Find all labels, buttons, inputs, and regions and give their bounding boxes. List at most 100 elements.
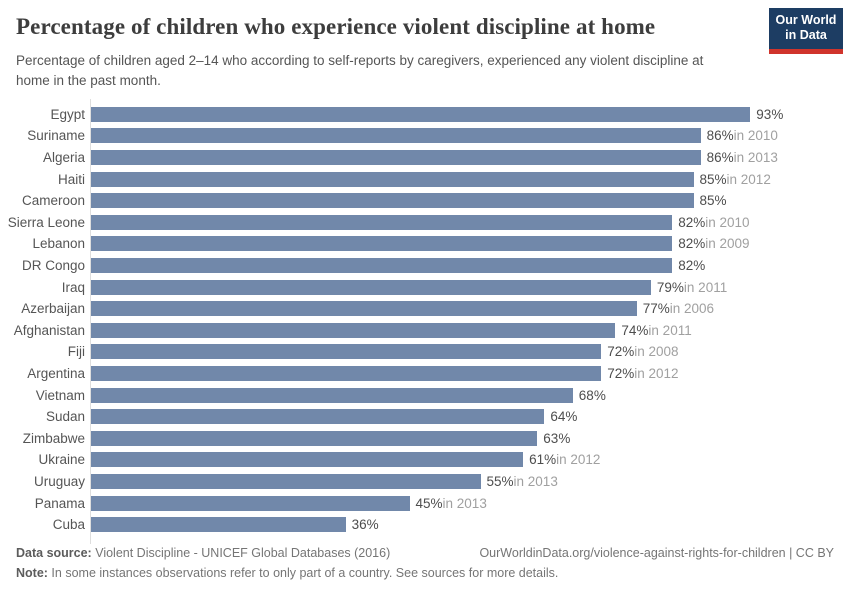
value-label: 55% — [486, 473, 514, 489]
chart-row: Vietnam 68% — [0, 384, 850, 406]
footnote-label: Note: — [16, 566, 48, 581]
owid-logo[interactable]: Our World in Data — [769, 8, 843, 54]
value-label: 45% — [415, 495, 443, 511]
chart-row: Iraq 79% in 2011 — [0, 276, 850, 298]
bar[interactable] — [90, 301, 637, 317]
bar-track: 72% in 2012 — [90, 365, 800, 381]
country-label: Suriname — [27, 128, 85, 144]
chart-row: Azerbaijan 77% in 2006 — [0, 298, 850, 320]
bar[interactable] — [90, 344, 602, 360]
year-note: in 2009 — [705, 236, 750, 252]
value-label: 36% — [351, 517, 379, 533]
value-label: 85% — [699, 193, 727, 209]
value-label: 61% — [529, 452, 557, 468]
bar[interactable] — [90, 279, 651, 295]
value-label: 86% — [706, 150, 734, 166]
country-label: Haiti — [57, 171, 85, 187]
bar-track: 85% — [90, 193, 800, 209]
year-note: in 2010 — [705, 214, 750, 230]
owid-url-link[interactable]: OurWorldinData.org/violence-against-righ… — [479, 546, 834, 561]
country-label: Azerbaijan — [21, 301, 85, 317]
bar-track: 77% in 2006 — [90, 301, 800, 317]
bar[interactable] — [90, 258, 673, 274]
bar-track: 79% in 2011 — [90, 279, 800, 295]
data-source-text: Violent Discipline - UNICEF Global Datab… — [91, 546, 391, 561]
bar[interactable] — [90, 236, 673, 252]
value-label: 63% — [543, 430, 571, 446]
bar[interactable] — [90, 430, 538, 446]
value-label: 85% — [699, 171, 727, 187]
bar-track: 61% in 2012 — [90, 452, 800, 468]
year-note: in 2013 — [733, 150, 778, 166]
bar-track: 63% — [90, 430, 800, 446]
chart-row: DR Congo 82% — [0, 255, 850, 277]
year-note: in 2006 — [669, 301, 715, 317]
chart-title: Percentage of children who experience vi… — [16, 14, 656, 39]
bar[interactable] — [90, 495, 410, 511]
country-label: Ukraine — [38, 452, 85, 468]
owid-logo-line1: Our World — [775, 13, 837, 27]
value-label: 93% — [756, 106, 784, 122]
owid-logo-line2: in Data — [785, 28, 827, 43]
year-note: in 2011 — [683, 279, 728, 295]
year-note: in 2010 — [733, 128, 778, 144]
bar-chart: Egypt 93% Suriname 86% in 2010 Algeria 8… — [0, 98, 850, 545]
data-source: Data source: Violent Discipline - UNICEF… — [16, 546, 390, 560]
year-note: in 2012 — [634, 365, 679, 381]
country-label: Cameroon — [21, 193, 85, 209]
bar-track: 72% in 2008 — [90, 344, 800, 360]
value-label: 72% — [607, 344, 635, 360]
chart-row: Argentina 72% in 2012 — [0, 363, 850, 385]
year-note: in 2013 — [513, 473, 558, 489]
bar[interactable] — [90, 106, 751, 122]
bar[interactable] — [90, 193, 694, 209]
bar-track: 86% in 2010 — [90, 128, 800, 144]
bar-track: 68% — [90, 387, 800, 403]
chart-row: Cameroon 85% — [0, 190, 850, 212]
chart-row: Suriname 86% in 2010 — [0, 125, 850, 147]
country-label: Zimbabwe — [22, 430, 85, 446]
bar-track: 82% — [90, 258, 800, 274]
country-label: Sudan — [45, 409, 85, 425]
bar-track: 82% in 2009 — [90, 236, 800, 252]
country-label: Uruguay — [33, 473, 85, 489]
country-label: Algeria — [42, 150, 85, 166]
value-label: 82% — [678, 214, 706, 230]
bar[interactable] — [90, 473, 481, 489]
country-label: Iraq — [61, 279, 85, 295]
bar[interactable] — [90, 409, 545, 425]
bar[interactable] — [90, 365, 602, 381]
bar[interactable] — [90, 517, 346, 533]
country-label: Panama — [34, 495, 85, 511]
bar-track: 55% in 2013 — [90, 473, 800, 489]
chart-row: Egypt 93% — [0, 104, 850, 126]
bar[interactable] — [90, 128, 701, 144]
chart-row: Ukraine 61% in 2012 — [0, 449, 850, 471]
bar[interactable] — [90, 452, 524, 468]
bar-track: 93% — [90, 106, 800, 122]
chart-row: Uruguay 55% in 2013 — [0, 471, 850, 493]
bar[interactable] — [90, 171, 694, 187]
chart-row: Cuba 36% — [0, 514, 850, 536]
chart-row: Afghanistan 74% in 2011 — [0, 320, 850, 342]
country-label: DR Congo — [21, 258, 85, 274]
bar-track: 82% in 2010 — [90, 214, 800, 230]
bar[interactable] — [90, 387, 573, 403]
bar-track: 64% — [90, 409, 800, 425]
chart-row: Sierra Leone 82% in 2010 — [0, 212, 850, 234]
value-label: 82% — [678, 258, 706, 274]
bar[interactable] — [90, 150, 701, 166]
value-label: 74% — [621, 322, 649, 338]
value-label: 77% — [642, 301, 670, 317]
year-note: in 2011 — [648, 322, 692, 338]
bar-rows: Egypt 93% Suriname 86% in 2010 Algeria 8… — [0, 104, 850, 536]
year-note: in 2012 — [556, 452, 601, 468]
bar[interactable] — [90, 214, 673, 230]
footnote: Note: In some instances observations ref… — [16, 566, 834, 580]
value-label: 82% — [678, 236, 706, 252]
footnote-text: In some instances observations refer to … — [47, 566, 559, 581]
bar[interactable] — [90, 322, 616, 338]
bar-track: 85% in 2012 — [90, 171, 800, 187]
chart-row: Fiji 72% in 2008 — [0, 341, 850, 363]
value-label: 86% — [706, 128, 734, 144]
